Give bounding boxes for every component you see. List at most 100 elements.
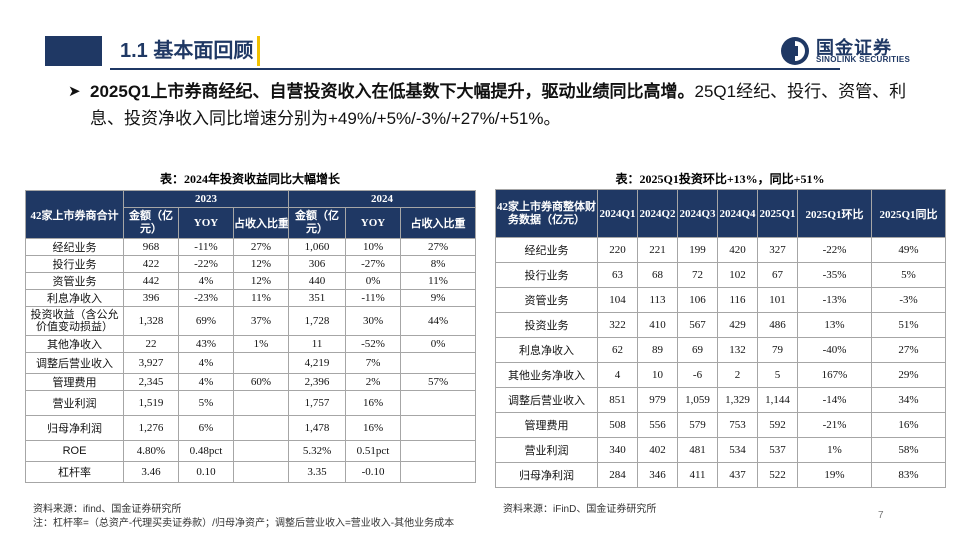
table-cell: 29% [871,362,946,388]
table-row: 经纪业务 220 221 199 420 327 -22% 49% [495,237,946,263]
table-row: 资管业务 442 4% 12% 440 0% 11% [25,272,477,290]
quarterly-financials-table: 42家上市券商整体财务数据（亿元） 2024Q1 2024Q2 2024Q3 2024Q… [495,189,946,488]
table-cell: 58% [871,437,946,463]
table-cell: -0.10 [345,461,402,483]
key-point-bullet: ➤ 2025Q1上市券商经纪、自营投资收入在低基数下大幅提升，驱动业绩同比高增。… [68,78,928,132]
table-cell [232,440,290,462]
table-cell: 410 [637,312,678,338]
company-logo: 国金证券 SINOLINK SECURITIES [780,34,950,68]
left-col-header: YOY [178,207,234,239]
table-cell: 221 [637,237,678,263]
table-cell: 43% [178,335,234,353]
table-cell [400,390,477,416]
table-cell: 116 [717,287,758,313]
table-row: 其他业务净收入 4 10 -6 2 5 167% 29% [495,362,946,388]
key-point-detail: 25Q1经纪、投行、资管、利息、投资净收入同比增速分别为+49%/+5%/-3%… [90,82,907,128]
table-cell: 5.32% [288,440,347,462]
row-label: 调整后营业收入 [25,352,124,374]
table-cell: 1,519 [123,390,179,416]
table-cell: 1,059 [677,387,718,413]
row-label: ROE [25,440,124,462]
table-cell: -14% [797,387,872,413]
table-cell: 420 [717,237,758,263]
row-label: 投行业务 [495,262,598,288]
table-row: 利息净收入 396 -23% 11% 351 -11% 9% [25,289,477,307]
table-cell: 1,728 [288,306,347,336]
table-cell: 37% [232,306,290,336]
table-cell: 481 [677,437,718,463]
page-number: 7 [878,510,884,521]
table-cell: 440 [288,272,347,290]
investment-income-table: 42家上市券商合计 2023 2024 金额（亿元） YOY 占收入比重 金额（亿元）… [25,190,477,483]
page-title: 1.1 基本面回顾 [120,36,261,66]
header-divider [110,68,840,70]
table-row: 投资业务 322 410 567 429 486 13% 51% [495,312,946,338]
table-cell: 16% [345,390,402,416]
table-cell: 437 [717,462,758,488]
table-cell: 49% [871,237,946,263]
right-col-header: 2025Q1环比 [797,189,872,238]
row-label: 投行业务 [25,255,124,273]
row-label: 管理费用 [495,412,598,438]
table-cell: 1,478 [288,415,347,441]
table-cell: 69 [677,337,718,363]
row-label: 调整后营业收入 [495,387,598,413]
table-cell [400,461,477,483]
table-cell: 104 [597,287,638,313]
table-cell: 12% [232,272,290,290]
right-corner-header: 42家上市券商整体财务数据（亿元） [495,189,598,238]
table-cell: 5% [871,262,946,288]
table-cell: 537 [757,437,798,463]
table-cell: -6 [677,362,718,388]
table-cell: 522 [757,462,798,488]
table-cell [232,352,290,374]
table-cell: 3.35 [288,461,347,483]
table-cell: 4% [178,272,234,290]
table-cell: -11% [178,238,234,256]
row-label: 经纪业务 [25,238,124,256]
table-cell: 51% [871,312,946,338]
table-cell: 44% [400,306,477,336]
right-col-header: 2024Q1 [597,189,638,238]
left-col-header: 占收入比重 [232,207,290,239]
table-cell: 11% [400,272,477,290]
table-cell: 83% [871,462,946,488]
table-cell: 9% [400,289,477,307]
table-cell: 5% [178,390,234,416]
table-row: ROE 4.80% 0.48pct 5.32% 0.51pct [25,440,477,462]
row-label: 利息净收入 [495,337,598,363]
table-cell: -22% [178,255,234,273]
table-cell: 4 [597,362,638,388]
table-cell: 60% [232,373,290,391]
table-row: 经纪业务 968 -11% 27% 1,060 10% 27% [25,238,477,256]
table-cell: -3% [871,287,946,313]
table-cell: 4,219 [288,352,347,374]
table-cell: 63 [597,262,638,288]
table-cell: -23% [178,289,234,307]
left-corner-header: 42家上市券商合计 [25,190,124,239]
table-cell: 284 [597,462,638,488]
table-cell: 2 [717,362,758,388]
table-row: 营业利润 340 402 481 534 537 1% 58% [495,437,946,463]
header-accent-block [45,36,102,66]
logo-english-name: SINOLINK SECURITIES [816,55,911,64]
table-cell: 3,927 [123,352,179,374]
row-label: 利息净收入 [25,289,124,307]
row-label: 资管业务 [495,287,598,313]
table-row: 归母净利润 1,276 6% 1,478 16% [25,415,477,441]
table-row: 资管业务 104 113 106 116 101 -13% -3% [495,287,946,313]
table-cell: 4% [178,373,234,391]
table-cell: 16% [871,412,946,438]
table-cell: 402 [637,437,678,463]
table-cell: -13% [797,287,872,313]
right-col-header: 2024Q3 [677,189,718,238]
table-cell: 16% [345,415,402,441]
table-cell: 1,060 [288,238,347,256]
table-cell: 167% [797,362,872,388]
table-cell: 1,329 [717,387,758,413]
right-col-header: 2025Q1同比 [871,189,946,238]
table-cell: 72 [677,262,718,288]
table-cell: 2% [345,373,402,391]
table-cell: 12% [232,255,290,273]
right-col-header: 2025Q1 [757,189,798,238]
